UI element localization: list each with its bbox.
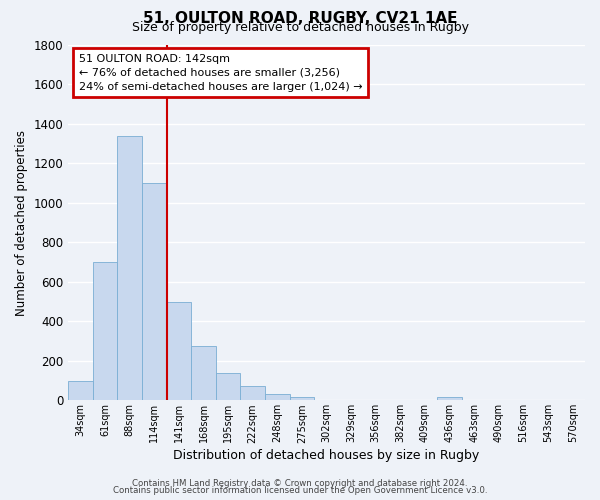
Text: Contains HM Land Registry data © Crown copyright and database right 2024.: Contains HM Land Registry data © Crown c… bbox=[132, 478, 468, 488]
Bar bbox=[241, 386, 265, 400]
Y-axis label: Number of detached properties: Number of detached properties bbox=[15, 130, 28, 316]
Bar bbox=[118, 136, 142, 400]
Bar bbox=[191, 346, 216, 401]
Text: 51 OULTON ROAD: 142sqm
← 76% of detached houses are smaller (3,256)
24% of semi-: 51 OULTON ROAD: 142sqm ← 76% of detached… bbox=[79, 54, 362, 92]
Text: 51, OULTON ROAD, RUGBY, CV21 1AE: 51, OULTON ROAD, RUGBY, CV21 1AE bbox=[143, 11, 457, 26]
Bar bbox=[290, 398, 314, 400]
Bar bbox=[437, 398, 462, 400]
Bar bbox=[93, 262, 118, 400]
Text: Contains public sector information licensed under the Open Government Licence v3: Contains public sector information licen… bbox=[113, 486, 487, 495]
Bar bbox=[142, 183, 167, 400]
Bar bbox=[68, 380, 93, 400]
Bar bbox=[265, 394, 290, 400]
Bar bbox=[167, 302, 191, 400]
X-axis label: Distribution of detached houses by size in Rugby: Distribution of detached houses by size … bbox=[173, 450, 480, 462]
Bar bbox=[216, 372, 241, 400]
Text: Size of property relative to detached houses in Rugby: Size of property relative to detached ho… bbox=[131, 22, 469, 35]
